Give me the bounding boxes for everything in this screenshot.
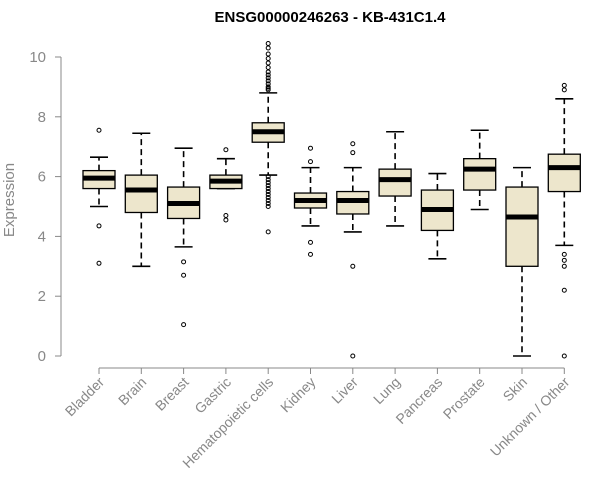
box-group-unknown-other: [547, 82, 581, 359]
y-tick-label: 8: [38, 109, 46, 126]
outlier-point: [265, 72, 271, 78]
x-tick-label: Skin: [500, 374, 531, 405]
outlier-point: [265, 69, 271, 75]
outlier-point: [265, 229, 271, 235]
iqr-box: [505, 186, 539, 267]
box-group-kidney: [293, 145, 328, 257]
outlier-point: [265, 204, 271, 209]
box-group-brain: [124, 132, 158, 268]
x-tick-label: Bladder: [62, 374, 108, 420]
outlier-point: [265, 78, 271, 84]
outlier-point: [265, 60, 271, 66]
outlier-point: [561, 353, 567, 359]
x-tick-label: Liver: [328, 374, 361, 407]
box-group-breast: [166, 147, 201, 328]
outlier-point: [308, 251, 313, 257]
y-axis: 0 2 4 6 8 10: [29, 49, 62, 365]
outlier-point: [350, 141, 356, 147]
box-group-lung: [378, 130, 412, 227]
x-tick-label: Lung: [370, 374, 403, 407]
outlier-point: [96, 223, 102, 229]
outlier-point: [181, 322, 187, 328]
outlier-point: [265, 198, 271, 204]
y-tick-label: 6: [38, 169, 46, 186]
x-tick-label: Brain: [115, 374, 149, 408]
outlier-point: [265, 64, 271, 70]
x-tick-label: Breast: [152, 374, 192, 414]
box-group-pancreas: [420, 172, 455, 260]
outlier-point: [308, 145, 313, 151]
outlier-point: [561, 82, 567, 88]
outlier-point: [265, 189, 271, 195]
outlier-point: [265, 41, 271, 47]
outlier-point: [265, 51, 271, 57]
box-group-skin: [505, 166, 539, 357]
outlier-point: [265, 195, 271, 201]
y-axis-label: Expression: [1, 163, 18, 237]
outlier-point: [181, 272, 187, 278]
outlier-point: [308, 239, 313, 245]
iqr-box: [124, 174, 158, 214]
iqr-box: [378, 168, 412, 197]
outlier-point: [265, 177, 271, 183]
box-group-liver: [336, 141, 370, 359]
outlier-point: [350, 353, 356, 359]
outlier-point: [265, 75, 271, 81]
plot-area: [82, 41, 581, 359]
y-tick-label: 2: [38, 288, 46, 305]
outlier-point: [265, 174, 271, 180]
x-tick-label: Kidney: [277, 374, 319, 416]
outlier-point: [561, 287, 567, 293]
outlier-point: [96, 127, 102, 133]
box-group-prostate: [463, 129, 497, 211]
iqr-box: [463, 158, 497, 191]
outlier-point: [265, 180, 271, 186]
outlier-point: [350, 263, 356, 269]
y-tick-label: 0: [38, 348, 46, 365]
outlier-point: [96, 260, 102, 266]
outlier-point: [265, 201, 271, 207]
outlier-point: [561, 257, 567, 263]
outlier-point: [223, 212, 229, 218]
outlier-point: [561, 251, 567, 257]
x-tick-label: Pancreas: [392, 374, 445, 427]
outlier-point: [308, 159, 313, 165]
box-group-hematopoietic-cells: [251, 41, 285, 235]
x-tick-label: Prostate: [440, 374, 488, 422]
outlier-point: [265, 45, 271, 51]
outlier-point: [265, 87, 271, 93]
outlier-point: [181, 259, 187, 265]
outlier-point: [265, 183, 271, 189]
outlier-point: [561, 87, 567, 93]
outlier-point: [223, 217, 229, 223]
y-tick-label: 4: [38, 228, 46, 245]
y-tick-label: 10: [29, 49, 46, 66]
outlier-point: [265, 192, 271, 198]
outlier-point: [561, 263, 567, 269]
chart-title: ENSG00000246263 - KB-431C1.4: [215, 9, 447, 26]
box-group-bladder: [82, 127, 116, 266]
outlier-point: [265, 55, 271, 61]
x-tick-label: Unknown / Other: [487, 374, 573, 460]
iqr-box: [547, 153, 581, 193]
outlier-point: [265, 186, 271, 192]
outlier-point: [350, 150, 356, 156]
box-group-gastric: [209, 147, 243, 223]
outlier-point: [223, 147, 229, 153]
